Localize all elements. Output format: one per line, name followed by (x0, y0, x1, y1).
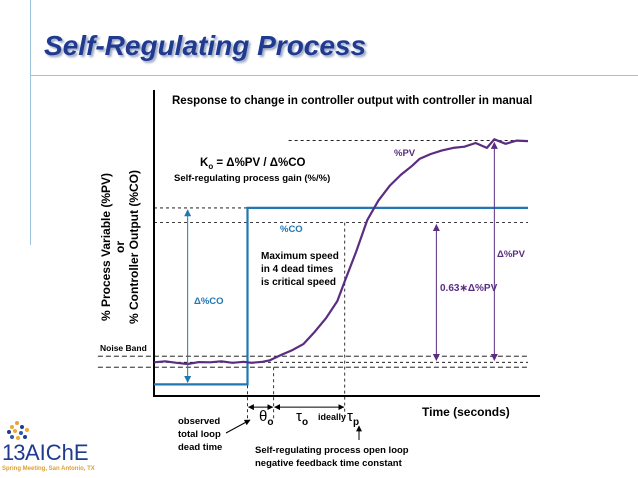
tau-o-label: τo (296, 408, 308, 428)
tau-p-label: τp (347, 408, 359, 428)
noise-band-label: Noise Band (100, 343, 147, 353)
y-axis-label-line1: % Process Variable (%PV) (99, 173, 113, 321)
decorative-vertical-line (30, 0, 31, 245)
slide-title: Self-Regulating Process (44, 30, 367, 61)
co-series-line (154, 206, 528, 386)
tau-p-sub: p (353, 417, 359, 428)
delta-pv-label: Δ%PV (497, 249, 526, 260)
pv-series-label: %PV (394, 148, 416, 159)
chart-title: Response to change in controller output … (172, 95, 532, 107)
logo-dots-icon (7, 421, 29, 440)
gain-description: Self-regulating process gain (%/%) (174, 173, 330, 184)
pv-series-line (153, 138, 529, 366)
tau-desc-line1: Self-regulating process open loop (255, 445, 409, 456)
theta-main: θ (259, 408, 267, 425)
gain-formula-main: K (200, 157, 209, 169)
y-axis-label-line2: or (113, 241, 127, 253)
logo-subtitle: Spring Meeting, San Antonio, TX (2, 466, 95, 472)
logo-name: AIChE (25, 440, 89, 465)
tau-desc-line2: negative feedback time constant (255, 458, 403, 469)
observed-line1: observed (178, 416, 220, 427)
logo-number: 13 (2, 440, 25, 465)
co-series-label: %CO (280, 224, 303, 235)
theta-sub: o (267, 417, 273, 428)
y-axis-label-line3: % Controller Output (%CO) (127, 170, 141, 324)
tau-o-sub: o (302, 417, 308, 428)
observed-line3: dead time (178, 442, 222, 453)
aiche-logo: 13 AIChE Spring Meeting, San Antonio, TX (2, 421, 95, 472)
delta-co-label: Δ%CO (194, 296, 224, 307)
gain-formula-rest: = Δ%PV / Δ%CO (213, 157, 305, 169)
frac-pv-label: 0.63∗Δ%PV (440, 283, 498, 294)
decorative-horizontal-line (30, 75, 638, 76)
tau-o-main: τ (296, 408, 302, 425)
gain-formula: Ko = Δ%PV / Δ%CO (200, 157, 306, 171)
observed-line2: total loop (178, 429, 221, 440)
theta-o-label: θo (259, 408, 273, 428)
max-speed-line3: is critical speed (261, 277, 336, 288)
observed-pointer-arrow (225, 419, 251, 434)
max-speed-line2: in 4 dead times (261, 264, 334, 275)
gain-formula-sub: o (208, 162, 213, 171)
y-axis-label: % Process Variable (%PV) or % Controller… (99, 170, 141, 324)
max-speed-line1: Maximum speed (261, 251, 339, 262)
ideally-label: ideally (318, 412, 346, 422)
x-axis-label: Time (seconds) (422, 405, 510, 419)
tau-p-main: τ (347, 408, 353, 425)
